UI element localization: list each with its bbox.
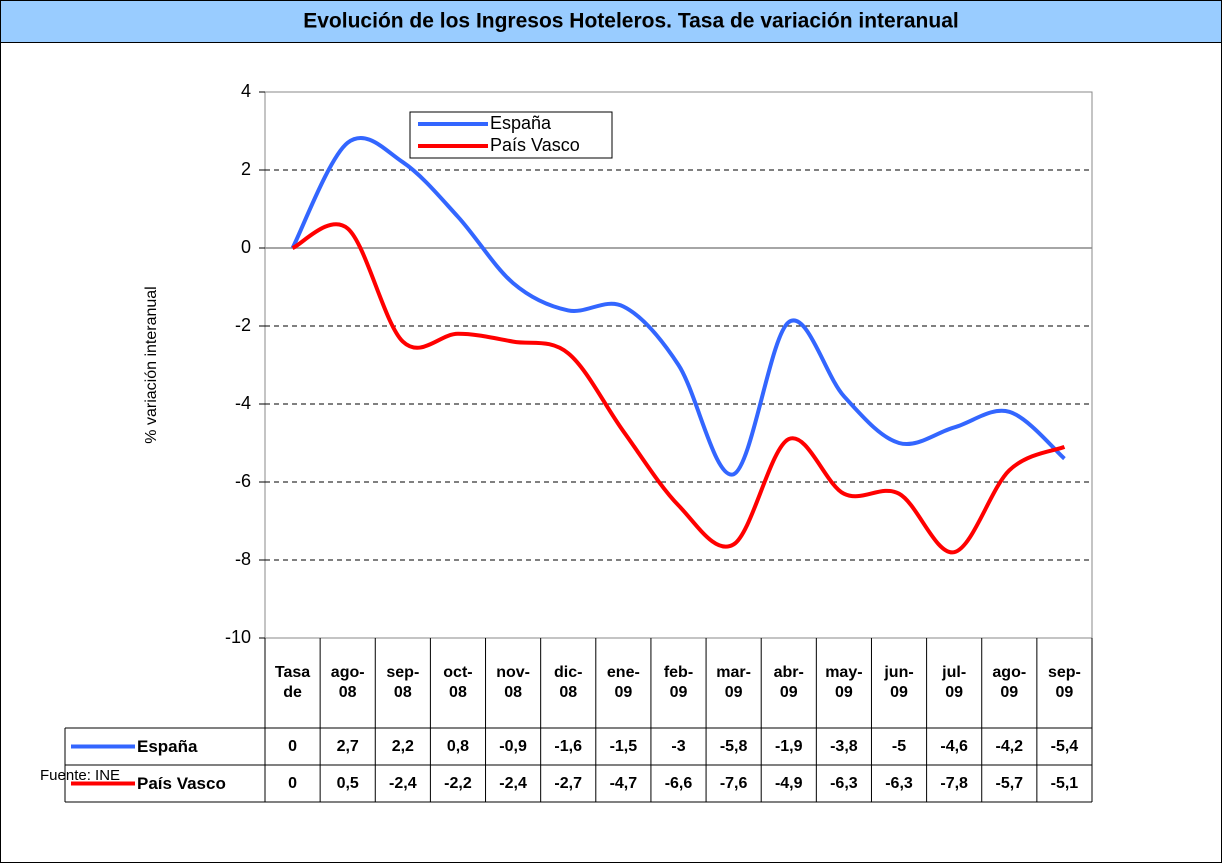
data-label: -0,9: [499, 737, 527, 755]
data-label: -2,4: [499, 774, 527, 792]
x-tick-label: oct-08: [443, 664, 473, 701]
data-label: 0: [288, 737, 298, 755]
data-label: -7,6: [719, 774, 748, 792]
chart-title: Evolución de los Ingresos Hoteleros. Tas…: [303, 10, 958, 33]
data-label: -5,7: [995, 774, 1024, 792]
data-label: -5,4: [1050, 737, 1079, 755]
y-tick-label: 0: [241, 237, 251, 257]
x-tick-label: ago-08: [330, 664, 365, 701]
x-tick-label: ago-09: [992, 664, 1027, 701]
data-label: -3,8: [830, 737, 858, 755]
x-tick-label: abr-09: [773, 664, 804, 701]
x-tick-label: jul-09: [942, 664, 967, 701]
y-tick-label: -10: [225, 627, 251, 647]
data-label: -7,8: [940, 774, 968, 792]
y-tick-label: -6: [235, 471, 251, 491]
data-label: -6,3: [830, 774, 858, 792]
data-label: -4,9: [774, 774, 803, 792]
y-tick-label: 4: [241, 81, 251, 101]
data-label: -4,6: [940, 737, 968, 755]
y-tick-label: -8: [235, 549, 251, 569]
data-label: 0,8: [446, 737, 470, 755]
legend-label: País Vasco: [137, 773, 226, 793]
legend-label: País Vasco: [490, 135, 580, 155]
data-label: -4,2: [995, 737, 1024, 755]
data-label: -2,7: [554, 774, 582, 792]
data-label: -1,6: [554, 737, 582, 755]
x-tick-label: sep-09: [1047, 664, 1081, 701]
x-tick-label: dic-08: [553, 664, 583, 701]
data-label: -5: [891, 737, 907, 755]
x-tick-label: may-09: [825, 664, 863, 701]
x-tick-label: nov-08: [496, 664, 530, 701]
data-label: 0: [288, 774, 298, 792]
source: Fuente: INE: [40, 767, 120, 784]
line: [291, 222, 1066, 555]
legend-label: España: [137, 736, 198, 756]
x-tick-label: ene-09: [606, 664, 640, 701]
y-tick-label: -2: [235, 315, 251, 335]
plot-area: [264, 91, 1093, 639]
data-label: -5,1: [1050, 774, 1079, 792]
x-tick-label: jun-09: [884, 664, 914, 701]
legend-label: España: [490, 113, 552, 133]
data-label: -5,8: [719, 737, 748, 755]
data-label: -2,2: [444, 774, 472, 792]
data-label: 2,7: [336, 737, 359, 755]
data-label: -6,3: [885, 774, 913, 792]
y-axis-label: % variación interanual: [143, 286, 160, 443]
title-bar: [0, 0, 1222, 43]
data-label: 0,5: [336, 774, 359, 792]
x-tick-label: feb-09: [663, 664, 694, 701]
x-tick-label: sep-08: [386, 664, 420, 701]
data-label: -1,5: [609, 737, 638, 755]
y-tick-label: -4: [235, 393, 251, 413]
x-tick-label: mar-09: [716, 664, 751, 701]
line: [290, 135, 1066, 477]
data-label: -1,9: [774, 737, 803, 755]
data-label: -4,7: [609, 774, 638, 792]
y-tick-label: 2: [241, 159, 251, 179]
data-label: -6,6: [664, 774, 693, 792]
legend: [409, 111, 613, 159]
x-tick-label: Tasa de: [274, 664, 311, 701]
data-label: -3: [671, 737, 686, 755]
data-label: 2,2: [391, 737, 414, 755]
data-label: -2,4: [389, 774, 417, 792]
